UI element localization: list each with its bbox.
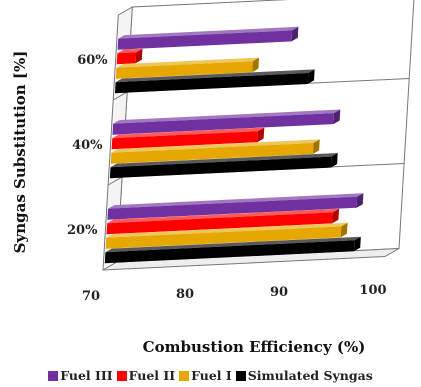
- bar-top-face: [118, 26, 299, 39]
- bar: [111, 127, 265, 150]
- bar-top-face: [110, 153, 338, 168]
- x-tick-label: 70: [82, 289, 100, 304]
- bar: [107, 193, 364, 220]
- bar: [117, 26, 299, 50]
- bar-front-face: [105, 226, 342, 249]
- bar-end-face: [356, 193, 364, 208]
- legend-label: Simulated Syngas: [247, 368, 373, 383]
- bar-top-face: [117, 48, 143, 54]
- bar-end-face: [135, 48, 143, 64]
- bar-top-face: [113, 109, 341, 124]
- bar-top-face: [108, 193, 364, 209]
- bar-front-face: [117, 30, 293, 50]
- bar: [104, 236, 361, 264]
- x-tick-label: 80: [176, 287, 194, 302]
- y-axis-title: Syngas Substitution [%]: [11, 51, 29, 254]
- bars: [104, 26, 364, 264]
- bar-top-face: [115, 69, 315, 83]
- bar-top-face: [107, 208, 340, 224]
- bar-top-face: [116, 57, 260, 68]
- legend-label: Fuel III: [60, 368, 113, 383]
- bar-front-face: [116, 52, 137, 65]
- bar-end-face: [257, 127, 265, 143]
- legend-swatch: [179, 371, 190, 381]
- bar-front-face: [112, 113, 334, 135]
- bar-end-face: [307, 69, 315, 84]
- legend-item: Fuel III: [48, 368, 113, 383]
- bar: [105, 222, 348, 249]
- legend-swatch: [116, 371, 127, 381]
- bar-top-face: [105, 236, 361, 253]
- y-tick-label: 40%: [72, 138, 103, 153]
- y-tick-label: 60%: [77, 53, 108, 68]
- bar-front-face: [109, 156, 332, 179]
- legend-item: Simulated Syngas: [235, 368, 373, 383]
- bar: [115, 69, 315, 94]
- bar-end-face: [332, 208, 340, 224]
- bar-front-face: [111, 131, 258, 150]
- legend-item: Fuel II: [116, 368, 176, 383]
- bar: [116, 48, 143, 65]
- x-tick-labels: 70 80 90 100: [82, 283, 387, 304]
- bar-front-face: [115, 61, 253, 79]
- x-axis-title: Combustion Efficiency (%): [143, 338, 366, 356]
- bar-end-face: [312, 139, 320, 154]
- bar-front-face: [104, 240, 355, 264]
- y-tick-labels: 20% 40% 60%: [67, 53, 108, 238]
- bar-end-face: [340, 222, 348, 238]
- legend-label: Fuel II: [128, 368, 176, 383]
- bar-end-face: [353, 236, 361, 252]
- legend-swatch: [48, 371, 59, 381]
- legend-item: Fuel I: [179, 368, 232, 383]
- bar-end-face: [291, 26, 299, 42]
- y-tick-label: 20%: [67, 223, 98, 238]
- bar-top-face: [111, 139, 320, 153]
- x-tick-label: 90: [270, 285, 288, 300]
- bar-top-face: [106, 222, 348, 238]
- bar: [110, 139, 320, 164]
- x-tick-label: 100: [359, 283, 386, 298]
- bar: [115, 57, 260, 79]
- bar-top-face: [112, 127, 265, 139]
- bar-front-face: [106, 212, 333, 235]
- bar-end-face: [252, 57, 260, 73]
- bar: [106, 208, 340, 235]
- bar-front-face: [107, 196, 358, 220]
- legend: Fuel III Fuel II Fuel I Simulated Syngas: [0, 368, 421, 383]
- bar-end-face: [333, 109, 341, 125]
- bar-end-face: [330, 153, 338, 168]
- floor: [102, 248, 400, 271]
- bar: [112, 109, 341, 135]
- legend-label: Fuel I: [191, 368, 232, 383]
- bar-front-face: [110, 143, 314, 164]
- bar-front-face: [115, 73, 309, 94]
- legend-swatch: [235, 371, 246, 381]
- bar: [109, 153, 338, 179]
